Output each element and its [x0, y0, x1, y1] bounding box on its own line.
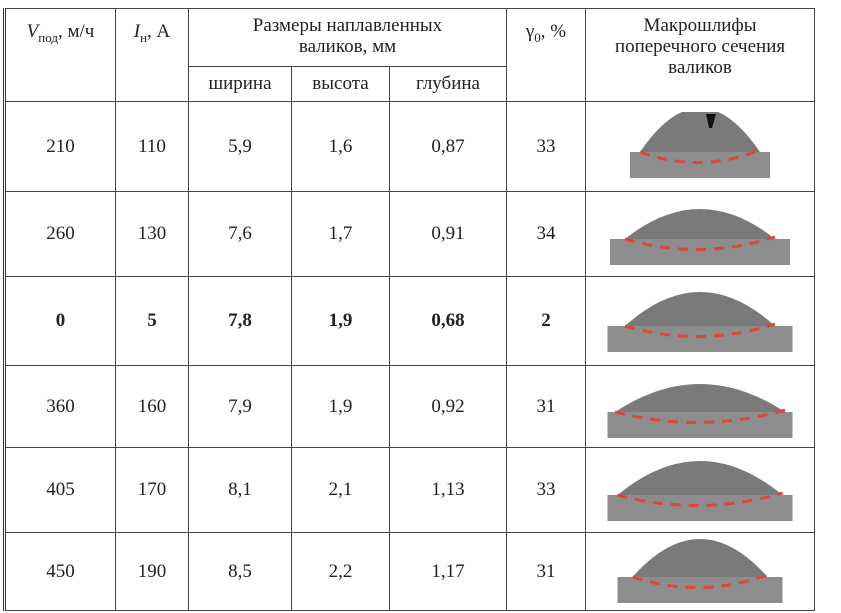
data-cell: 0,68 [390, 277, 507, 366]
macrosection [600, 199, 800, 269]
bead [615, 384, 785, 412]
data-cell: 8,5 [189, 533, 292, 611]
base-metal [610, 239, 790, 265]
data-cell: 33 [507, 448, 586, 533]
data-cell: 1,17 [390, 533, 507, 611]
data-cell: 210 [5, 102, 116, 192]
header-cell: Макрошлифы поперечного сечения валиков [586, 9, 815, 102]
data-cell: 0,87 [390, 102, 507, 192]
header-cell: γ0, % [507, 9, 586, 102]
image-cell [586, 102, 815, 192]
page: html, body { margin: 0; padding: 0; back… [0, 0, 841, 613]
data-cell: 5 [116, 277, 189, 366]
results-table: Vпод, м/ч Iн, А Размеры наплавленных вал… [3, 8, 815, 611]
base-metal [630, 152, 770, 178]
header-cell: ширина [189, 67, 292, 102]
header-cell: Vпод, м/ч [5, 9, 116, 102]
bead [625, 292, 775, 326]
page-body: {"header":{"v_symbol":"V","v_sub":"под",… [0, 0, 841, 613]
data-cell: 1,13 [390, 448, 507, 533]
image-cell [586, 366, 815, 448]
data-cell: 33 [507, 102, 586, 192]
subscript: н [140, 30, 147, 45]
data-cell: 7,8 [189, 277, 292, 366]
bead [640, 112, 760, 152]
base-metal [618, 577, 783, 603]
data-cell: 8,1 [189, 448, 292, 533]
data-cell: 31 [507, 533, 586, 611]
macrosection [600, 455, 800, 525]
header-cell: Размеры наплавленных валиков, мм [189, 9, 507, 67]
macrosection [600, 286, 800, 356]
data-cell: 130 [116, 192, 189, 277]
data-cell: 31 [507, 366, 586, 448]
data-cell: 110 [116, 102, 189, 192]
data-cell: 190 [116, 533, 189, 611]
data-cell: 260 [5, 192, 116, 277]
data-cell: 1,7 [292, 192, 390, 277]
data-cell: 0,92 [390, 366, 507, 448]
unit: , А [147, 21, 170, 42]
header-cell: Iн, А [116, 9, 189, 102]
data-cell: 450 [5, 533, 116, 611]
data-cell: 1,6 [292, 102, 390, 192]
image-cell [586, 192, 815, 277]
data-cell: 0,91 [390, 192, 507, 277]
header-cell: высота [292, 67, 390, 102]
bead [625, 209, 775, 239]
header-text: Макрошлифы поперечного сечения валиков [600, 15, 800, 78]
header-text: Размеры наплавленных валиков, мм [228, 15, 468, 57]
data-cell: 7,6 [189, 192, 292, 277]
subscript: под [38, 30, 58, 45]
header-row: Vпод, м/ч Iн, А Размеры наплавленных вал… [5, 9, 815, 67]
data-cell: 2,1 [292, 448, 390, 533]
data-cell: 7,9 [189, 366, 292, 448]
data-cell: 160 [116, 366, 189, 448]
image-cell [586, 533, 815, 611]
data-cell: 34 [507, 192, 586, 277]
data-cell: 360 [5, 366, 116, 448]
data-cell: 5,9 [189, 102, 292, 192]
macrosection [600, 112, 800, 182]
bead [633, 539, 768, 577]
data-cell: 405 [5, 448, 116, 533]
image-cell [586, 277, 815, 366]
bead [618, 461, 783, 495]
symbol: V [27, 21, 39, 42]
data-cell: 2 [507, 277, 586, 366]
base-metal [608, 326, 793, 352]
data-cell: 0 [5, 277, 116, 366]
header-cell: глубина [390, 67, 507, 102]
data-cell: 1,9 [292, 366, 390, 448]
macrosection [600, 372, 800, 442]
macrosection [600, 537, 800, 607]
data-cell: 2,2 [292, 533, 390, 611]
unit: , м/ч [58, 21, 94, 42]
data-cell: 170 [116, 448, 189, 533]
unit: , % [541, 21, 566, 42]
data-cell: 1,9 [292, 277, 390, 366]
image-cell [586, 448, 815, 533]
